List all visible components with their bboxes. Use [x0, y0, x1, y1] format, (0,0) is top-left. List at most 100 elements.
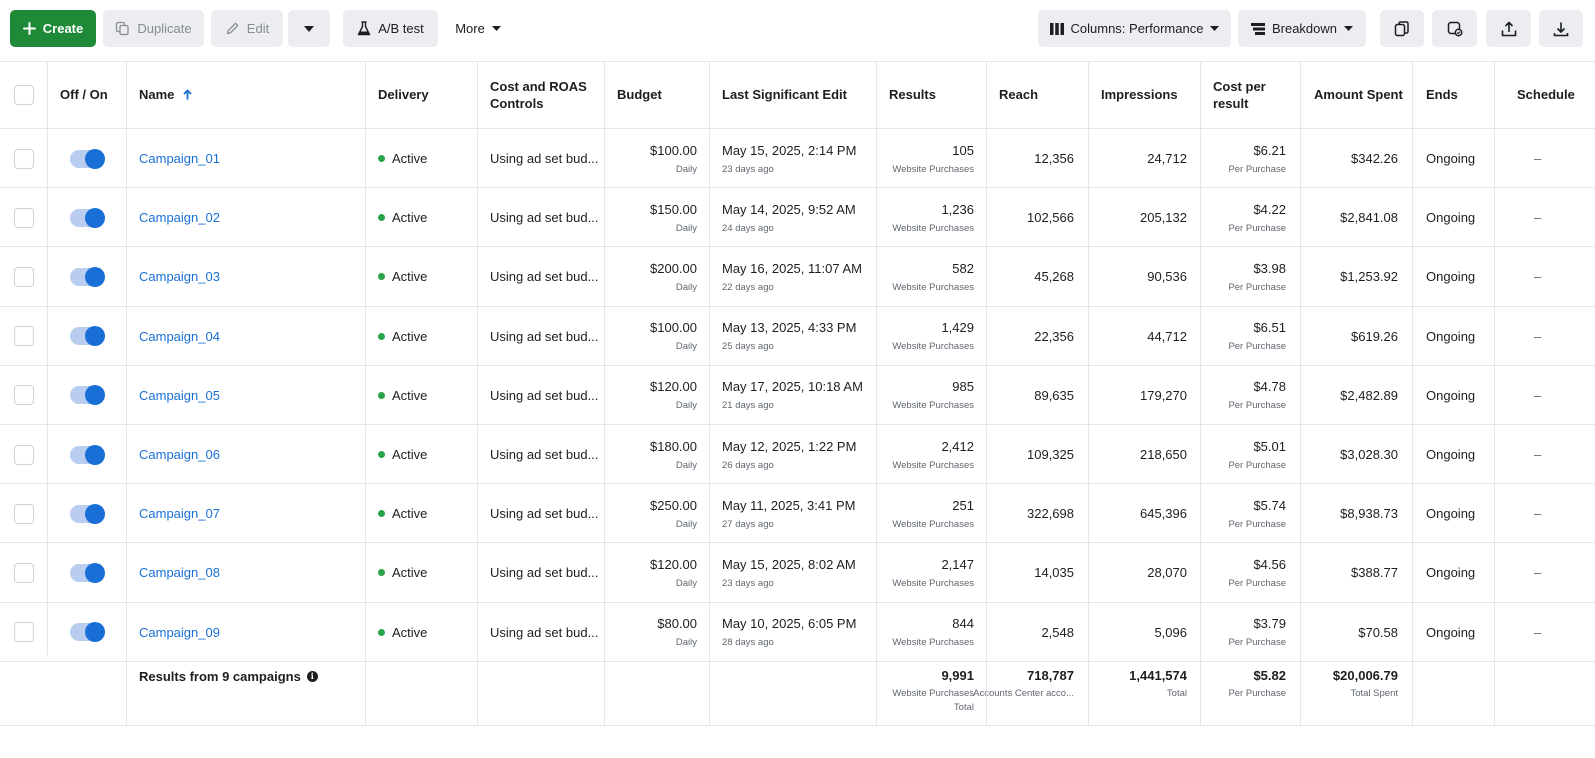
cost-controls-text: Using ad set bud... — [490, 447, 599, 463]
campaign-toggle[interactable] — [70, 326, 105, 347]
cost-per-result-type: Per Purchase — [1228, 518, 1286, 530]
amount-spent-value: $3,028.30 — [1340, 447, 1398, 463]
reach-value: 102,566 — [1027, 210, 1074, 226]
impressions-value: 645,396 — [1140, 506, 1187, 522]
cost-controls-text: Using ad set bud... — [490, 624, 599, 640]
row-checkbox[interactable] — [13, 266, 34, 287]
reach-value: 322,698 — [1027, 506, 1074, 522]
impressions-value: 44,712 — [1147, 328, 1187, 344]
campaign-name-link[interactable]: Campaign_07 — [139, 506, 220, 522]
create-button[interactable]: Create — [10, 10, 96, 47]
delivery-status: Active — [392, 269, 428, 285]
budget-value: $200.00 — [650, 260, 697, 276]
pencil-icon — [225, 21, 240, 36]
breakdown-button[interactable]: Breakdown — [1238, 10, 1366, 47]
campaign-name-link[interactable]: Campaign_08 — [139, 565, 220, 581]
budget-period: Daily — [675, 459, 697, 471]
results-value: 251 — [952, 497, 974, 513]
last-edit-ago: 27 days ago — [722, 518, 774, 530]
results-type: Website Purchases — [892, 459, 974, 471]
rules-button[interactable] — [1432, 10, 1477, 47]
sort-ascending-icon[interactable] — [183, 89, 193, 100]
campaign-name-link[interactable]: Campaign_05 — [139, 387, 220, 403]
budget-value: $120.00 — [650, 556, 697, 572]
column-header-amount-spent[interactable]: Amount Spent — [1314, 87, 1403, 102]
cost-controls-text: Using ad set bud... — [490, 506, 599, 522]
row-checkbox[interactable] — [13, 148, 34, 169]
cost-per-result-type: Per Purchase — [1228, 459, 1286, 471]
row-checkbox[interactable] — [13, 503, 34, 524]
column-header-results[interactable]: Results — [889, 87, 936, 102]
column-header-budget[interactable]: Budget — [617, 87, 662, 102]
column-header-reach[interactable]: Reach — [999, 87, 1039, 102]
row-checkbox[interactable] — [13, 385, 34, 406]
export-button[interactable] — [1486, 10, 1531, 47]
campaign-name-link[interactable]: Campaign_03 — [139, 269, 220, 285]
results-value: 1,429 — [941, 320, 974, 336]
column-header-schedule[interactable]: Schedule — [1517, 87, 1575, 102]
ends-value: Ongoing — [1426, 328, 1476, 344]
campaign-toggle[interactable] — [70, 503, 105, 524]
info-icon[interactable]: i — [306, 670, 318, 682]
campaign-name-link[interactable]: Campaign_02 — [139, 210, 220, 226]
reach-value: 22,356 — [1034, 328, 1074, 344]
last-edit-ago: 24 days ago — [722, 222, 774, 234]
campaign-toggle[interactable] — [70, 385, 105, 406]
delivery-status: Active — [392, 624, 428, 640]
budget-period: Daily — [675, 637, 697, 649]
campaign-name-link[interactable]: Campaign_09 — [139, 624, 220, 640]
duplicate-icon — [115, 21, 130, 36]
campaign-toggle[interactable] — [70, 148, 105, 169]
cost-per-result-type: Per Purchase — [1228, 400, 1286, 412]
column-header-last-edit[interactable]: Last Significant Edit — [722, 87, 847, 102]
campaign-toggle[interactable] — [70, 622, 105, 643]
row-checkbox[interactable] — [13, 326, 34, 347]
cost-controls-text: Using ad set bud... — [490, 210, 599, 226]
toggle-knob — [85, 622, 105, 643]
row-checkbox[interactable] — [13, 562, 34, 583]
campaign-toggle[interactable] — [70, 444, 105, 465]
impressions-value: 28,070 — [1147, 565, 1187, 581]
row-checkbox[interactable] — [13, 207, 34, 228]
campaign-name-link[interactable]: Campaign_01 — [139, 151, 220, 167]
row-checkbox[interactable] — [13, 622, 34, 643]
select-all-checkbox[interactable] — [13, 84, 34, 105]
schedule-value: – — [1534, 624, 1542, 640]
ab-test-button[interactable]: A/B test — [343, 10, 438, 47]
column-header-cost-per-result[interactable]: Cost per result — [1213, 78, 1266, 111]
duplicate-button[interactable]: Duplicate — [103, 10, 204, 47]
cost-per-result-value: $3.79 — [1253, 616, 1286, 632]
last-edit-ago: 22 days ago — [722, 281, 774, 293]
column-header-delivery[interactable]: Delivery — [378, 87, 429, 102]
campaign-name-link[interactable]: Campaign_04 — [139, 328, 220, 344]
amount-spent-value: $2,482.89 — [1340, 387, 1398, 403]
column-header-cost-controls[interactable]: Cost and ROAS Controls — [490, 78, 587, 111]
more-button[interactable]: More — [447, 10, 509, 47]
campaign-name-link[interactable]: Campaign_06 — [139, 447, 220, 463]
budget-value: $120.00 — [650, 379, 697, 395]
delivery-status: Active — [392, 328, 428, 344]
row-checkbox[interactable] — [13, 444, 34, 465]
ends-value: Ongoing — [1426, 387, 1476, 403]
campaign-toggle[interactable] — [70, 207, 105, 228]
campaign-toggle[interactable] — [70, 266, 105, 287]
column-header-name[interactable]: Name — [139, 61, 359, 128]
ends-value: Ongoing — [1426, 506, 1476, 522]
campaign-toggle[interactable] — [70, 562, 105, 583]
cost-controls-text: Using ad set bud... — [490, 151, 599, 167]
column-header-ends[interactable]: Ends — [1426, 87, 1458, 102]
columns-button[interactable]: Columns: Performance — [1038, 10, 1231, 47]
active-status-dot — [378, 628, 385, 636]
cost-per-result-value: $5.01 — [1253, 438, 1286, 454]
last-edit-date: May 11, 2025, 3:41 PM — [722, 497, 856, 513]
results-type: Website Purchases — [892, 518, 974, 530]
ends-value: Ongoing — [1426, 565, 1476, 581]
edit-dropdown-button[interactable] — [288, 10, 330, 47]
reports-button[interactable] — [1380, 10, 1424, 47]
download-button[interactable] — [1539, 10, 1583, 47]
toggle-knob — [85, 148, 105, 169]
last-edit-ago: 28 days ago — [722, 637, 774, 649]
edit-button[interactable]: Edit — [211, 10, 283, 47]
ends-value: Ongoing — [1426, 447, 1476, 463]
column-header-impressions[interactable]: Impressions — [1101, 87, 1178, 102]
